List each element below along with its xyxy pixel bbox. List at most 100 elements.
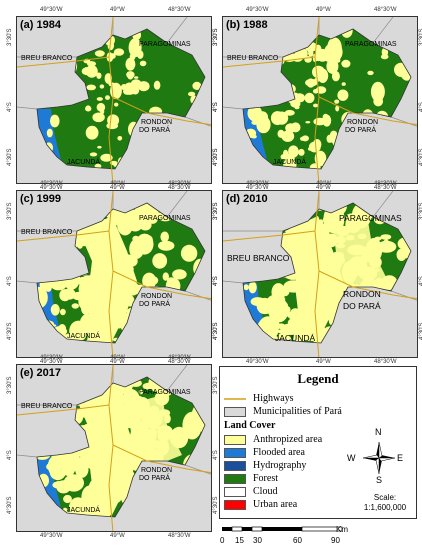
place-breu-branco: BREU BRANCO [21, 229, 73, 236]
legend-municipalities: Municipalities of Pará [224, 406, 342, 418]
place-paragominas: PARAGOMINAS [139, 41, 191, 48]
legend-swatch [224, 447, 246, 458]
legend-class-row: Urban area [224, 499, 297, 511]
longitude-tick: 49°30'W [246, 359, 269, 365]
legend-swatch [224, 473, 246, 484]
legend-swatch [224, 460, 246, 471]
place-paragominas: PARAGOMINAS [139, 389, 191, 396]
scale-tick-60: 60 [293, 536, 302, 545]
place-rondon-do-para: DO PARÁ [343, 301, 381, 311]
latitude-tick: 4°30'S [7, 322, 13, 340]
latitude-tick: 4°S [7, 102, 13, 112]
legend-class-label: Forest [253, 473, 278, 484]
legend-municipalities-label: Municipalities of Pará [253, 406, 342, 417]
legend-swatch [224, 434, 246, 445]
legend-class-row: Cloud [224, 486, 277, 498]
place-rondon-do-para: DO PARÁ [345, 127, 376, 134]
latitude-tick: 4°30'S [7, 148, 13, 166]
longitude-tick: 49°30'W [40, 355, 63, 361]
highway-line [223, 191, 417, 357]
longitude-tick: 48°30'W [374, 359, 397, 365]
highway-symbol [224, 397, 246, 400]
north-arrow: N S E W [347, 427, 404, 485]
panel-label: (b) 1988 [226, 19, 268, 31]
place-rondon: RONDON [141, 293, 173, 300]
place-jacunda: JACUNDÁ [273, 159, 307, 166]
longitude-tick: 48°30'W [374, 185, 397, 191]
latitude-tick: 4°S [213, 276, 219, 286]
longitude-tick: 49°W [110, 181, 125, 187]
panel-label: (d) 2010 [226, 193, 268, 205]
legend-class-label: Urban area [253, 499, 298, 510]
map-panel: (c) 1999 PARAGOMINAS BREU BRANCO RONDON DO P… [16, 190, 212, 358]
place-rondon-do-para: DO PARÁ [139, 475, 170, 482]
legend-land-cover-heading: Land Cover [224, 420, 276, 431]
longitude-tick: 49°30'W [40, 185, 63, 191]
latitude-tick: 4°S [213, 102, 219, 112]
latitude-tick: 3°30'S [213, 28, 219, 46]
longitude-tick: 49°W [316, 359, 331, 365]
highway-line [17, 365, 211, 531]
legend-class-row: Forest [224, 473, 278, 485]
place-rondon-do-para: DO PARÁ [139, 127, 170, 134]
longitude-tick: 49°30'W [246, 181, 269, 187]
latitude-tick: 3°30'S [7, 376, 13, 394]
latitude-tick: 4°S [7, 276, 13, 286]
legend-class-label: Anthropized area [253, 434, 323, 445]
scale-tick-90: 90 [331, 536, 340, 545]
longitude-tick: 49°W [316, 185, 331, 191]
highway-line [223, 17, 417, 183]
longitude-tick: 48°30'W [168, 185, 191, 191]
longitude-tick: 49°W [110, 359, 125, 365]
land-cover-map [17, 191, 211, 357]
place-rondon: RONDON [347, 119, 379, 126]
compass-east: E [397, 453, 404, 463]
panel-label: (e) 2017 [20, 367, 61, 379]
legend-class-row: Anthropized area [224, 434, 322, 446]
longitude-tick: 49°30'W [40, 533, 63, 539]
longitude-tick: 49°W [110, 355, 125, 361]
compass-west: W [347, 453, 356, 463]
highway-line [17, 17, 211, 183]
longitude-tick: 48°30'W [168, 359, 191, 365]
latitude-tick: 3°30'S [7, 202, 13, 220]
longitude-tick: 49°W [316, 7, 331, 13]
municipality-swatch [224, 406, 246, 417]
legend-highways-label: Highways [253, 393, 294, 404]
panel-label: (a) 1984 [20, 19, 61, 31]
map-panel: (b) 1988 PARAGOMINAS BREU BRANCO RONDON DO P… [222, 16, 418, 184]
latitude-tick: 4°30'S [7, 496, 13, 514]
legend-title: Legend [297, 371, 339, 386]
compass-rose-icon [362, 441, 396, 475]
place-breu-branco: BREU BRANCO [227, 253, 290, 263]
map-panel: (a) 1984 PARAGOMINAS BREU BRANCO RONDON DO P… [16, 16, 212, 184]
latitude-tick: 3°30'S [213, 202, 219, 220]
scale-label: Scale: [373, 493, 397, 502]
panel-label: (c) 1999 [20, 193, 61, 205]
legend-highways: Highways [224, 393, 294, 405]
longitude-tick: 48°30'W [168, 7, 191, 13]
longitude-tick: 48°30'W [168, 355, 191, 361]
latitude-tick: 3°30'S [7, 28, 13, 46]
place-rondon: RONDON [343, 289, 381, 299]
longitude-tick: 49°30'W [40, 181, 63, 187]
latitude-tick: 4°S [7, 450, 13, 460]
scale-tick-30: 30 [253, 536, 262, 545]
place-rondon-do-para: DO PARÁ [139, 301, 170, 308]
scale-tick-15: 15 [235, 536, 244, 545]
longitude-tick: 49°W [110, 7, 125, 13]
scale-value: 1:1,600,000 [363, 503, 407, 512]
map-legend: Legend Highways Municipalities of Pará L… [219, 366, 417, 519]
legend-class-label: Flooded area [253, 447, 305, 458]
scale-bar [222, 526, 343, 532]
place-paragominas: PARAGOMINAS [139, 215, 191, 222]
latitude-tick: 4°30'S [213, 322, 219, 340]
legend-class-row: Flooded area [224, 447, 305, 459]
map-panel: (d) 2010 PARAGOMINAS BREU BRANCO RONDON DO P… [222, 190, 418, 358]
place-breu-branco: BREU BRANCO [21, 55, 73, 62]
highway-line [17, 191, 211, 357]
land-cover-map [223, 17, 417, 183]
place-breu-branco: BREU BRANCO [21, 403, 73, 410]
longitude-tick: 48°30'W [168, 181, 191, 187]
legend-class-label: Cloud [253, 486, 278, 497]
